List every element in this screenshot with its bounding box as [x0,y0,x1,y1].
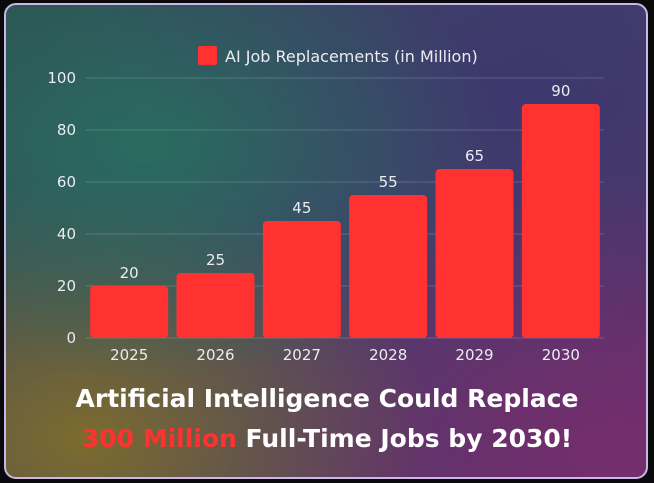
headline-rest: Full-Time Jobs by 2030! [236,424,573,453]
data-label-2029: 65 [465,147,484,165]
data-label-2025: 20 [120,264,139,282]
bar-2027 [262,221,341,338]
y-tick-label: 100 [47,69,76,87]
headline-line-1: Artificial Intelligence Could Replace [75,384,579,413]
x-tick-label: 2027 [283,346,321,364]
legend-swatch [198,46,217,65]
x-tick-label: 2025 [110,346,148,364]
bar-2028 [349,195,428,338]
data-label-2026: 25 [206,251,225,269]
x-tick-label: 2029 [455,346,493,364]
data-label-2030: 90 [551,82,570,100]
bar-2029 [435,169,514,338]
legend: AI Job Replacements (in Million) [198,46,478,66]
x-tick-label: 2030 [542,346,580,364]
x-axis: 2025 2026 2027 2028 2029 2030 [110,346,580,364]
bar-2030 [521,104,600,338]
y-tick-label: 20 [57,277,76,295]
bars: 20 25 45 55 65 90 [90,82,600,338]
data-label-2027: 45 [292,199,311,217]
y-tick-label: 60 [57,173,76,191]
bar-2026 [176,273,255,338]
bar-2025 [90,286,169,338]
y-axis: 0 20 40 60 80 100 [47,69,76,347]
legend-label: AI Job Replacements (in Million) [225,47,478,66]
y-tick-label: 40 [57,225,76,243]
y-tick-label: 80 [57,121,76,139]
x-tick-label: 2028 [369,346,407,364]
y-tick-label: 0 [66,329,76,347]
headline-line-2: 300 Million Full-Time Jobs by 2030! [0,424,654,453]
gridlines [86,77,604,339]
headline-highlight: 300 Million [81,424,237,453]
x-tick-label: 2026 [196,346,234,364]
data-label-2028: 55 [379,173,398,191]
